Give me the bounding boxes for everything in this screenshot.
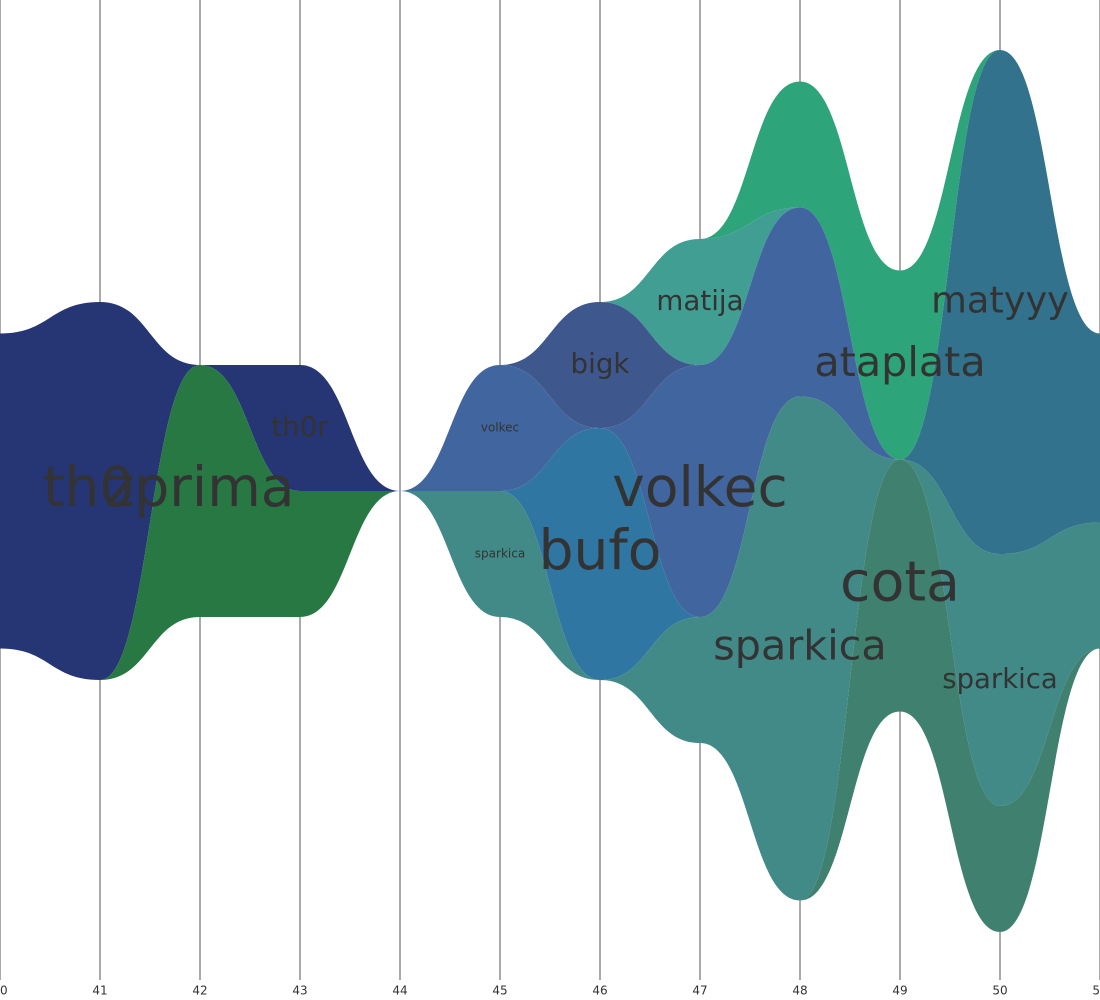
stream-label: volkec: [481, 421, 519, 435]
stream-area: [0, 365, 1100, 901]
stream-label: th0r: [271, 410, 329, 443]
stream-label: ataplata: [814, 338, 985, 386]
x-axis: 40 41 42 43 44 45 46 47 48 49 50 51: [0, 984, 1100, 998]
x-tick-label: 45: [492, 984, 507, 998]
stream-area: [0, 207, 1100, 680]
x-tick-label: 47: [692, 984, 707, 998]
x-tick-label: 51: [1092, 984, 1100, 998]
stream-labels: th0r th0r ataplata matyyy matija bigk volkec vo…: [43, 279, 1069, 696]
stream-label: sparkica: [713, 622, 886, 670]
stream-label: sparkica: [475, 547, 525, 561]
x-tick-label: 50: [992, 984, 1007, 998]
x-tick-label: 43: [292, 984, 307, 998]
stream-area: [0, 50, 1100, 680]
x-tick-label: 46: [592, 984, 607, 998]
stream-label: bufo: [539, 518, 662, 582]
stream-label: matija: [656, 284, 743, 317]
stream-label: th0r: [43, 455, 157, 519]
x-tick-label: 42: [192, 984, 207, 998]
x-tick-label: 40: [0, 984, 8, 998]
stream-label: zprima: [106, 455, 295, 519]
x-tick-label: 49: [892, 984, 907, 998]
stream-area: [0, 365, 1100, 932]
stream-label: sparkica: [942, 663, 1057, 695]
stream-label: cota: [840, 551, 960, 615]
stream-label: volkec: [612, 455, 787, 519]
x-tick-label: 48: [792, 984, 807, 998]
stream-label: matyyy: [931, 279, 1069, 322]
x-tick-label: 41: [92, 984, 107, 998]
stream-area: [0, 365, 1100, 932]
stream-area: [0, 50, 1100, 680]
x-tick-label: 44: [392, 984, 407, 998]
stream-area: [0, 50, 1100, 680]
stream-label: bigk: [571, 347, 630, 380]
stream-area: [0, 365, 1100, 680]
streams: [0, 50, 1100, 932]
